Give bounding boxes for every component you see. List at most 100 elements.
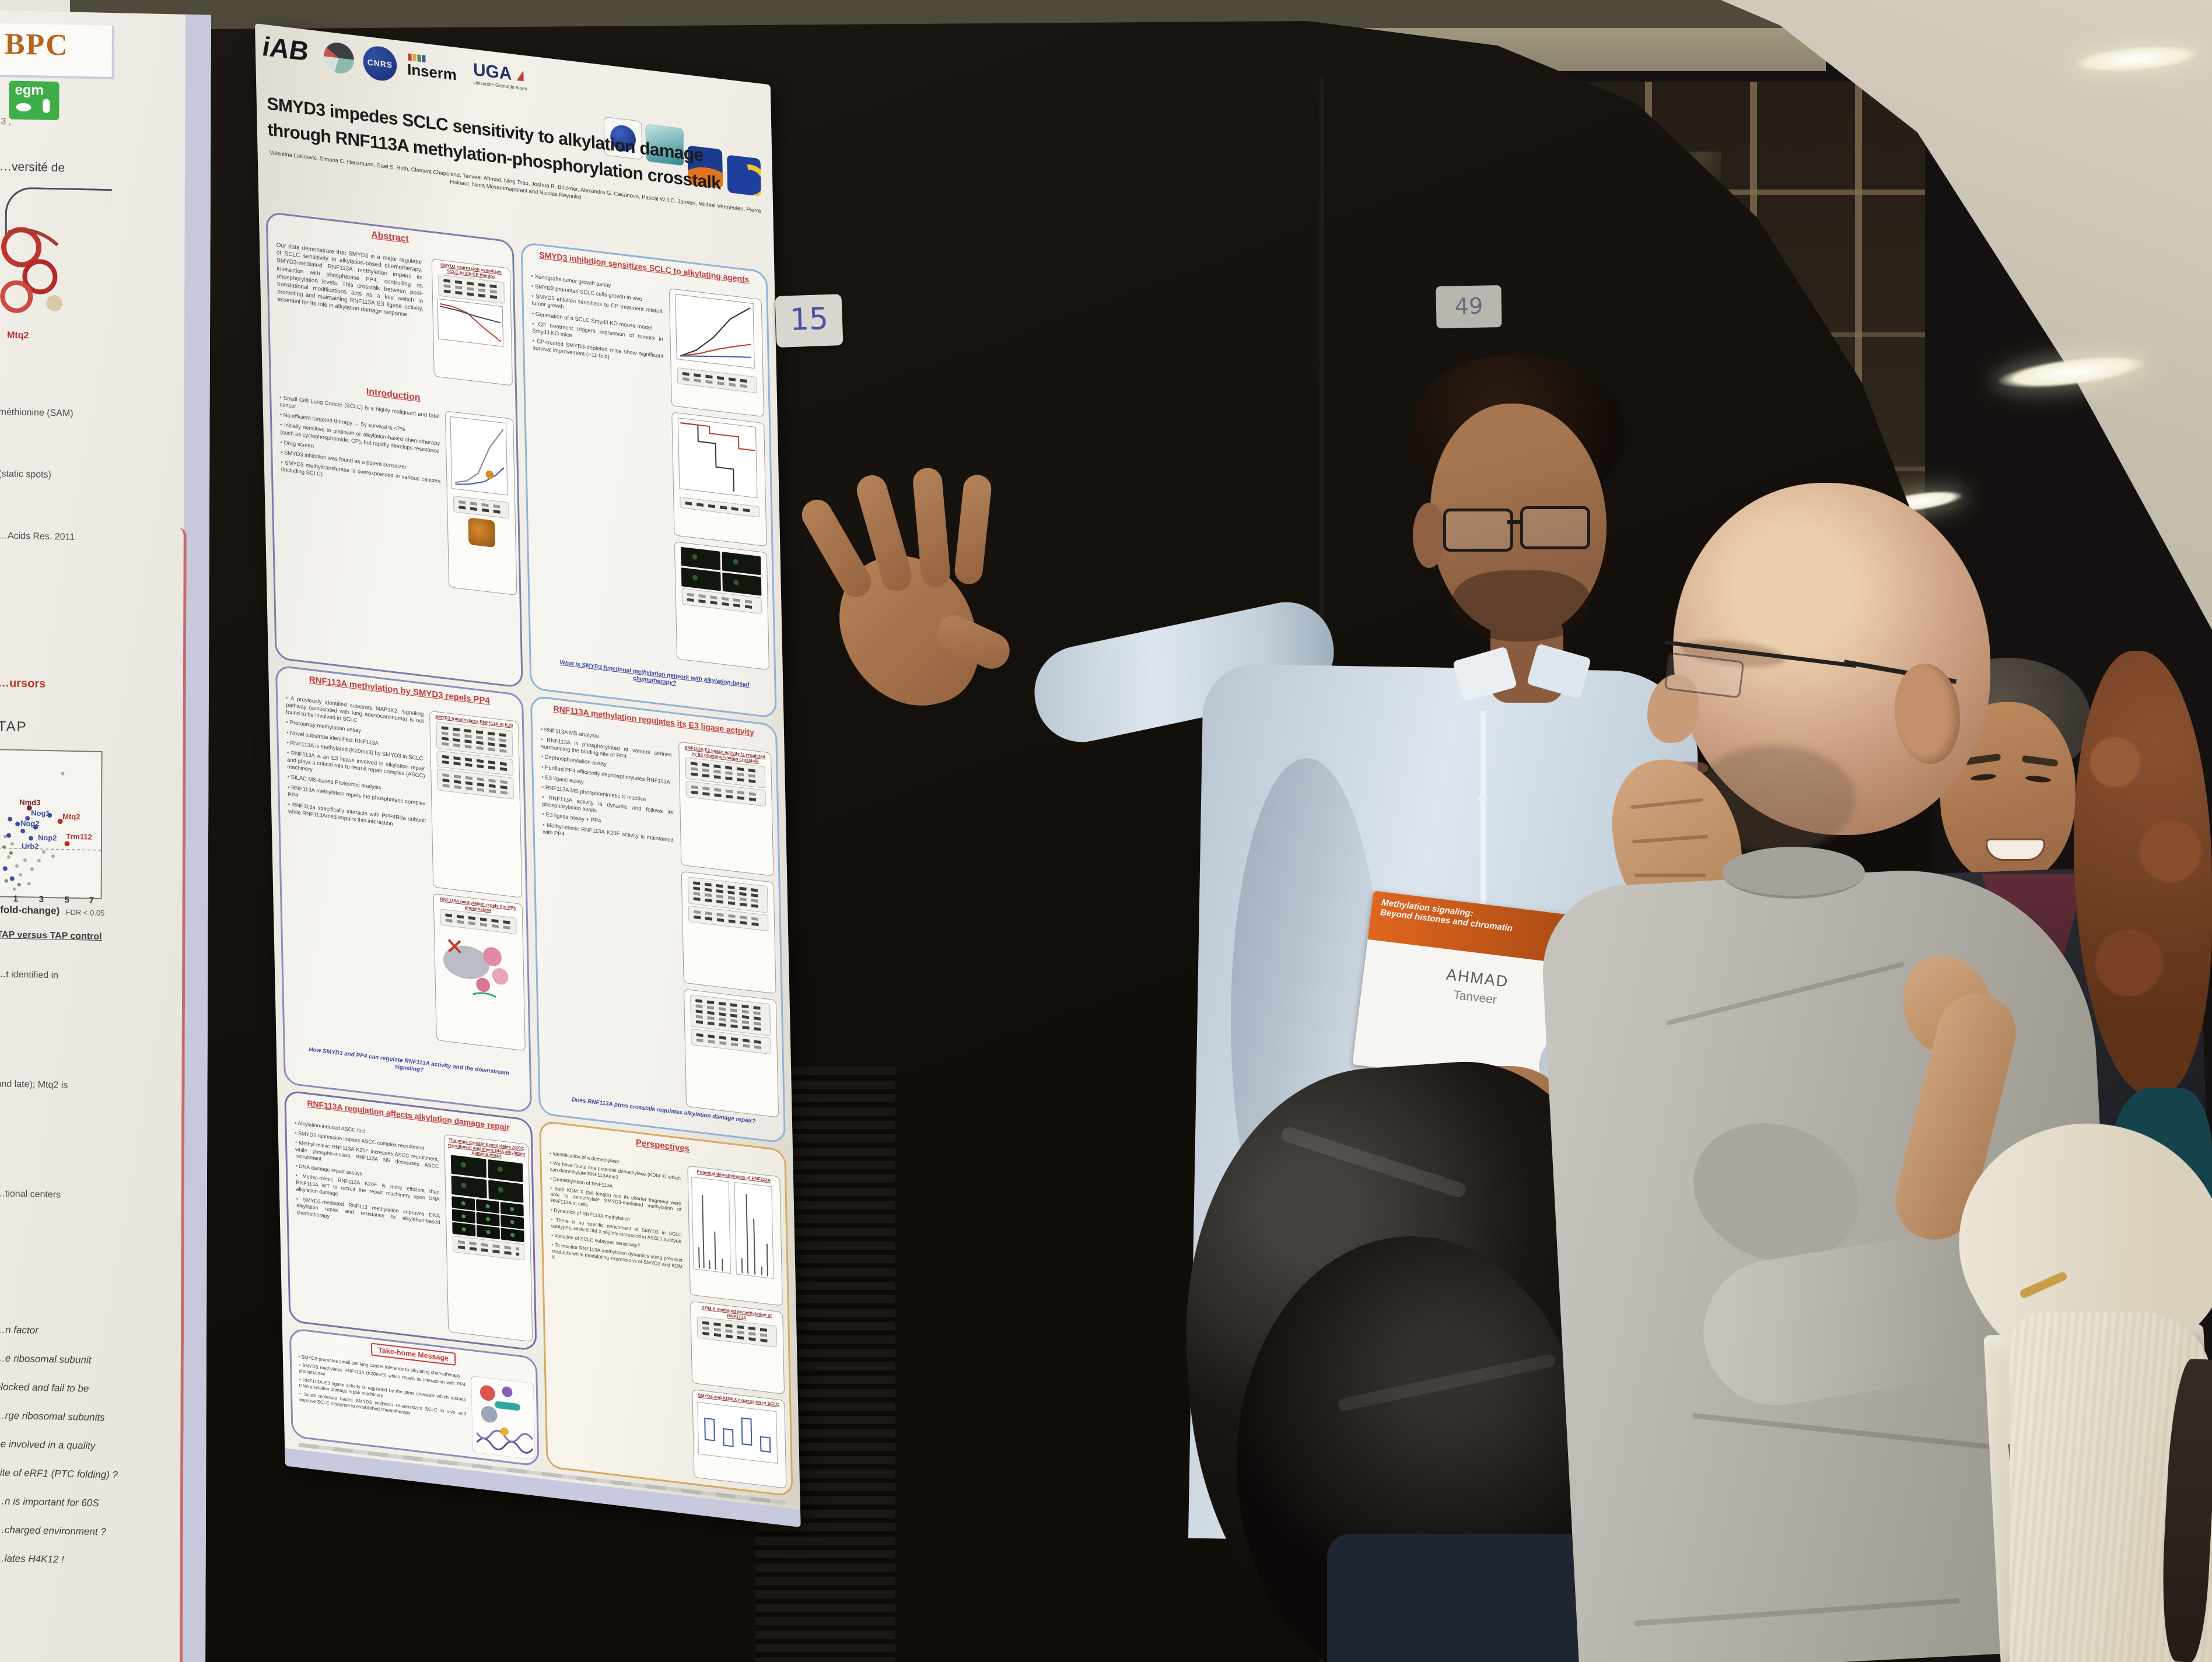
panel-abstract-introduction: Abstract Our data demonstrate that SMYD3… (265, 211, 523, 689)
list-item: …lates H4K12 ! (0, 1552, 64, 1565)
left-poster-section-header: …ursors (0, 676, 46, 690)
demethylase-spectra-figure: Potential demethylases of RNF113A (687, 1165, 783, 1306)
left-poster-affiliation: …versité de (0, 160, 65, 175)
plot-label: Trm112 (66, 832, 92, 841)
list-item: …t identified in (0, 969, 59, 981)
woman-in-cream (1887, 956, 2212, 1662)
mouse-survival-figure (671, 412, 767, 547)
list-item: …tional centers (0, 1188, 61, 1200)
e3-ligase-assay-figure (683, 988, 779, 1118)
list-item: …charged environment ? (0, 1524, 106, 1538)
list-item: …e ribosomal subunit (0, 1352, 92, 1366)
introduction-bullets: Small Cell Lung Cancer (SCLC) is a highl… (279, 394, 441, 492)
list-item: site of eRF1 (PTC folding) ? (0, 1467, 118, 1481)
axis-tick: 5 (65, 895, 69, 904)
kdm-demethylation-figure: KDM X mediated demethylation of RNF113A (690, 1300, 785, 1395)
plot-xlabel: (fold-change) (0, 904, 60, 917)
list-item: …rge ribosomal subunits (0, 1409, 105, 1423)
pp4-repel-figure: RNF113A methylation repels the PP4 phosp… (433, 893, 526, 1051)
dna-repair-diagram (471, 1376, 536, 1460)
list-item: blocked and fail to be (0, 1381, 89, 1394)
section-bullets: A previously identified substrate MAP3K2… (286, 695, 426, 832)
ms-analysis-figure: RNF113A E3 ligase activity is regulated … (678, 741, 774, 876)
iab-logo-text: iAB (262, 30, 309, 67)
left-poster-tap-label: TAP (0, 718, 27, 735)
trimethylation-figure: SMYD3 trimethylates RNF113A at K20 (429, 710, 523, 898)
protein-label: Mtq2 (7, 330, 29, 341)
section-bullets: Xenografts tumor growth assaySMYD3 promo… (531, 273, 664, 367)
presenter-ear (1413, 503, 1446, 568)
uga-logo: UGA Université Grenoble Alpes (473, 60, 527, 92)
board-number-label: 49 (1436, 285, 1502, 328)
ascc-recruitment-figure: The ptms crosstalk modulates ASCC recrui… (444, 1134, 533, 1342)
left-poster-text-block: …t identified in and late); Mtq2 is …tiona… (0, 969, 172, 1202)
left-poster-text-block: méthionine (SAM) (static spots) …Acids Res… (0, 407, 174, 545)
axis-tick: 7 (89, 896, 94, 904)
presenter-beard (1452, 570, 1590, 641)
pp4-complex-diagram (443, 939, 509, 998)
board-number-label: 15 (775, 294, 844, 348)
egm-logo: egm (9, 80, 60, 121)
left-poster-fragment: 3 , (1, 117, 12, 127)
plot-label: Nog2 (20, 819, 40, 828)
plot-label: Nog1 (31, 808, 50, 818)
bpc-logo-text: BPC (4, 27, 69, 62)
panel-perspectives: Perspectives Identification of a demethy… (539, 1120, 793, 1498)
dose-response-curves (450, 416, 508, 496)
egm-glyph (16, 103, 32, 112)
bpc-logo: BPC (0, 23, 114, 80)
list-item: and late); Mtq2 is (0, 1079, 68, 1091)
compound-highlight (468, 517, 496, 548)
presenter: Methylation signaling: Beyond histones a… (788, 350, 1739, 1662)
survival-steps (677, 418, 758, 499)
finger-crease (1634, 874, 1706, 877)
fluorescence-foci-grid (452, 1195, 524, 1243)
inserm-logo: Inserm (407, 53, 457, 85)
tshirt-collar (1722, 847, 1865, 899)
plot-caption: TAP versus TAP control (0, 930, 102, 942)
axis-tick: 1 (13, 894, 18, 904)
tumor-growth-curves (675, 294, 755, 369)
sclc-expression-figure: SMYD3 and KDM X expression in SCLC (692, 1389, 787, 1489)
board-number-text: 49 (1454, 293, 1483, 320)
plot-label: Nmd3 (19, 798, 40, 807)
presenter-glasses-bridge (1507, 520, 1521, 524)
drug-screen-figure (444, 411, 517, 596)
presenter-glasses (1443, 509, 1513, 552)
board-number-text: 15 (789, 301, 830, 338)
bald-head (1673, 483, 1990, 835)
fluorescence-images (450, 1155, 524, 1203)
egm-glyph (43, 99, 50, 113)
abstract-figure: SMYD3 expression sensitizes SCLC to alk-… (431, 258, 513, 386)
section-bullets: Alkylation-induced ASCC fociSMYD3 repres… (295, 1120, 440, 1233)
dephosphorylation-figure (681, 871, 776, 994)
panel-rnf-activity: RNF113A methylation regulates its E3 lig… (530, 695, 786, 1144)
egm-logo-text: egm (15, 82, 44, 99)
plot-label: Mtq2 (62, 812, 80, 822)
protein-structure-illustration (0, 227, 63, 313)
curly-woman-hair (2074, 651, 2212, 1096)
left-poster: BPC egm 3 , …versité de Mtq2 méthionine … (0, 10, 211, 1662)
survival-curve (437, 299, 504, 348)
abstract-text: Our data demonstrate that SMYD3 is a maj… (276, 241, 424, 319)
section-bullets: Identification of a demethylaseWe have f… (550, 1150, 683, 1276)
presenter-finger (953, 474, 993, 585)
volcano-plot-figure: Nmd3 Nog1 Nog2 Nop2 Urb2 Trm112 Mtq2 1 3… (0, 749, 103, 904)
color-bar (422, 55, 426, 63)
xenograft-figure (668, 288, 764, 418)
bald-listener (1517, 467, 2212, 1662)
panel-rnf-methylation: RNF113A methylation by SMYD3 repels PP4 … (275, 664, 532, 1114)
list-item: (static spots) (0, 469, 51, 481)
smiling-man-smile (1986, 839, 2045, 861)
main-poster: iAB CNRS Inserm UGA Université Grenoble … (255, 23, 801, 1527)
presenter-glasses (1520, 506, 1590, 549)
plot-label: Nop2 (38, 833, 57, 843)
color-bar (417, 54, 421, 62)
list-item: …n factor (0, 1324, 38, 1336)
iab-logo: iAB (262, 30, 309, 68)
panel-rnf-repair: RNF113A regulation affects alkylation da… (284, 1089, 537, 1352)
expression-boxplot (697, 1401, 778, 1464)
take-home-title: Take-home Message (371, 1342, 456, 1366)
tumor-images (677, 367, 758, 394)
